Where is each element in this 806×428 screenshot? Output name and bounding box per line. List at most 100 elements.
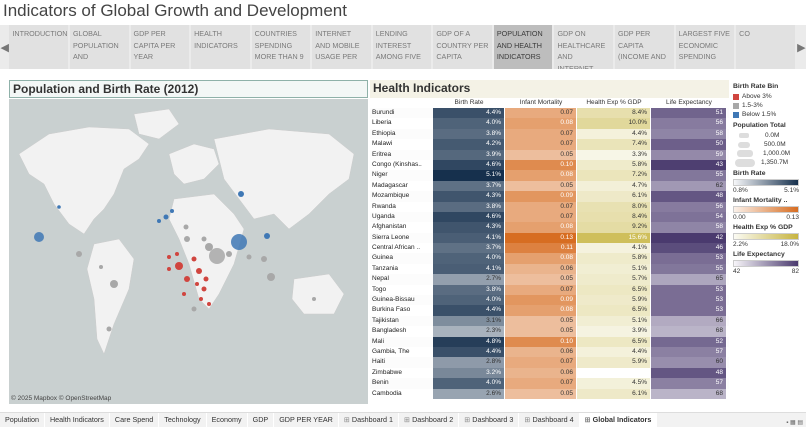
birth-rate-cell[interactable]: 4.4% — [433, 346, 505, 358]
health-exp-cell[interactable]: 8.4% — [577, 108, 651, 119]
infant-mortality-cell[interactable]: 0.11 — [505, 243, 577, 254]
birth-rate-cell[interactable]: 2.3% — [433, 326, 505, 337]
infant-mortality-cell[interactable]: 0.05 — [505, 180, 577, 192]
table-row[interactable]: Rwanda 3.8% 0.07 8.0% 56 — [370, 201, 729, 212]
infant-mortality-cell[interactable]: 0.09 — [505, 191, 577, 202]
life-expectancy-cell[interactable]: 55 — [651, 170, 727, 181]
birth-rate-cell[interactable]: 3.8% — [433, 201, 505, 212]
health-exp-cell[interactable]: 4.1% — [577, 243, 651, 254]
birth-rate-cell[interactable]: 3.7% — [433, 243, 505, 254]
health-exp-cell[interactable]: 4.5% — [577, 378, 651, 389]
birth-rate-cell[interactable]: 4.3% — [433, 191, 505, 202]
table-row[interactable]: Uganda 4.6% 0.07 8.4% 54 — [370, 211, 729, 223]
health-exp-cell[interactable]: 4.7% — [577, 180, 651, 192]
life-expectancy-cell[interactable]: 58 — [651, 128, 727, 140]
view-controls[interactable]: ▪ ▦ ▤ — [786, 420, 803, 426]
birth-rate-cell[interactable]: 5.1% — [433, 170, 505, 181]
table-row[interactable]: Congo (Kinshas.. 4.6% 0.10 5.8% 43 — [370, 159, 729, 171]
health-exp-cell[interactable]: 4.4% — [577, 346, 651, 358]
infant-mortality-cell[interactable]: 0.06 — [505, 346, 577, 358]
life-expectancy-cell[interactable]: 48 — [651, 367, 727, 379]
infant-mortality-cell[interactable]: 0.07 — [505, 211, 577, 223]
life-expectancy-cell[interactable]: 52 — [651, 336, 727, 347]
life-expectancy-cell[interactable]: 51 — [651, 108, 727, 119]
sheet-tab[interactable]: ⊞ Global Indicators — [579, 412, 658, 428]
health-exp-cell[interactable]: 8.0% — [577, 201, 651, 212]
infant-mortality-cell[interactable]: 0.08 — [505, 305, 577, 316]
table-row[interactable]: Mali 4.8% 0.10 6.5% 52 — [370, 336, 729, 347]
health-exp-cell[interactable]: 6.1% — [577, 191, 651, 202]
health-exp-cell[interactable]: 15.6% — [577, 232, 651, 244]
birth-rate-cell[interactable]: 4.0% — [433, 295, 505, 306]
col-life-expectancy[interactable]: Life Expectancy — [666, 99, 712, 106]
table-row[interactable]: Central African .. 3.7% 0.11 4.1% 46 — [370, 243, 729, 254]
life-expectancy-cell[interactable]: 62 — [651, 180, 727, 192]
health-exp-cell[interactable]: 6.5% — [577, 284, 651, 296]
table-row[interactable]: Malawi 4.2% 0.07 7.4% 50 — [370, 139, 729, 150]
sheet-tab[interactable]: Population — [0, 412, 45, 428]
table-row[interactable]: Gambia, The 4.4% 0.06 4.4% 57 — [370, 346, 729, 358]
table-row[interactable]: Niger 5.1% 0.08 7.2% 55 — [370, 170, 729, 181]
legend-birth-bin[interactable]: Above 3% — [733, 92, 806, 101]
health-exp-cell[interactable]: 6.5% — [577, 305, 651, 316]
world-map[interactable]: © 2025 Mapbox © OpenStreetMap — [9, 99, 368, 404]
table-row[interactable]: Guinea-Bissau 4.0% 0.09 5.9% 53 — [370, 295, 729, 306]
sheet-tab[interactable]: Technology — [159, 412, 207, 428]
table-row[interactable]: Burundi 4.4% 0.07 8.4% 51 — [370, 108, 729, 119]
table-row[interactable]: Madagascar 3.7% 0.05 4.7% 62 — [370, 180, 729, 192]
table-row[interactable]: Guinea 4.0% 0.08 5.8% 53 — [370, 253, 729, 264]
sheet-tab[interactable]: ⊞ Dashboard 4 — [519, 412, 580, 428]
health-exp-cell[interactable]: 3.9% — [577, 326, 651, 337]
birth-rate-cell[interactable]: 4.4% — [433, 305, 505, 316]
health-exp-cell[interactable]: 5.1% — [577, 263, 651, 275]
infant-mortality-cell[interactable]: 0.07 — [505, 357, 577, 368]
infant-mortality-cell[interactable]: 0.07 — [505, 201, 577, 212]
infant-mortality-cell[interactable]: 0.05 — [505, 388, 577, 399]
birth-rate-cell[interactable]: 4.4% — [433, 108, 505, 119]
story-prev-button[interactable]: ◀ — [0, 41, 9, 54]
health-exp-cell[interactable]: 7.2% — [577, 170, 651, 181]
story-point[interactable]: GDP OF A COUNTRY PER CAPITA — [433, 25, 492, 69]
life-expectancy-cell[interactable]: 55 — [651, 263, 727, 275]
life-expectancy-cell[interactable]: 68 — [651, 326, 727, 337]
birth-rate-cell[interactable]: 2.7% — [433, 274, 505, 285]
health-exp-cell[interactable]: 5.9% — [577, 357, 651, 368]
col-birth-rate[interactable]: Birth Rate — [454, 99, 484, 106]
infant-mortality-cell[interactable]: 0.07 — [505, 284, 577, 296]
table-row[interactable]: Cambodia 2.6% 0.05 6.1% 68 — [370, 388, 729, 399]
health-exp-cell[interactable]: 10.0% — [577, 118, 651, 129]
life-expectancy-cell[interactable]: 53 — [651, 253, 727, 264]
legend-birth-bin[interactable]: 1.5-3% — [733, 101, 806, 110]
table-row[interactable]: Zimbabwe 3.2% 0.06 48 — [370, 367, 729, 379]
infant-mortality-cell[interactable]: 0.06 — [505, 367, 577, 379]
health-exp-cell[interactable]: 4.4% — [577, 128, 651, 140]
birth-rate-cell[interactable]: 3.8% — [433, 284, 505, 296]
life-expectancy-cell[interactable]: 68 — [651, 388, 727, 399]
infant-mortality-cell[interactable]: 0.08 — [505, 170, 577, 181]
sheet-tab[interactable]: Care Spend — [110, 412, 160, 428]
life-expectancy-cell[interactable]: 46 — [651, 243, 727, 254]
health-exp-cell[interactable]: 5.8% — [577, 159, 651, 171]
health-exp-cell[interactable]: 5.9% — [577, 295, 651, 306]
story-next-button[interactable]: ▶ — [797, 41, 806, 54]
sheet-tab[interactable]: Health Indicators — [45, 412, 110, 428]
table-row[interactable]: Burkina Faso 4.4% 0.08 6.5% 53 — [370, 305, 729, 316]
birth-rate-cell[interactable]: 2.8% — [433, 357, 505, 368]
sheet-tab[interactable]: GDP — [248, 412, 275, 428]
table-row[interactable]: Ethiopia 3.8% 0.07 4.4% 58 — [370, 128, 729, 140]
story-point[interactable]: GDP ON HEALTHCARE AND INTERNET — [554, 25, 614, 69]
life-expectancy-cell[interactable]: 43 — [651, 159, 727, 171]
birth-rate-cell[interactable]: 4.8% — [433, 336, 505, 347]
table-row[interactable]: Tajikistan 3.1% 0.05 5.1% 66 — [370, 315, 729, 327]
infant-mortality-cell[interactable]: 0.05 — [505, 149, 577, 160]
health-exp-cell[interactable]: 8.4% — [577, 211, 651, 223]
birth-rate-cell[interactable]: 4.6% — [433, 159, 505, 171]
col-infant-mortality[interactable]: Infant Mortality — [519, 99, 563, 106]
health-exp-cell[interactable]: 6.5% — [577, 336, 651, 347]
life-expectancy-cell[interactable]: 56 — [651, 201, 727, 212]
life-expectancy-cell[interactable]: 48 — [651, 191, 727, 202]
birth-rate-cell[interactable]: 3.2% — [433, 367, 505, 379]
life-expectancy-cell[interactable]: 50 — [651, 139, 727, 150]
birth-rate-cell[interactable]: 3.8% — [433, 128, 505, 140]
health-exp-cell[interactable]: 7.4% — [577, 139, 651, 150]
